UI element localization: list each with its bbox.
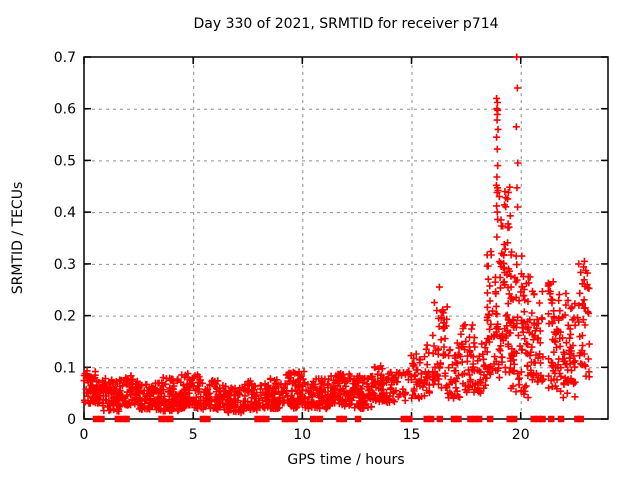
zero-marker-square xyxy=(114,415,122,423)
zero-marker-square xyxy=(310,415,317,423)
y-tick-label: 0 xyxy=(67,412,76,428)
y-tick-label: 0.1 xyxy=(54,360,76,376)
y-tick-label: 0.6 xyxy=(54,102,76,118)
zero-marker-square xyxy=(510,415,518,423)
zero-marker-square xyxy=(263,415,270,423)
zero-marker-square xyxy=(450,415,458,423)
zero-marker-square xyxy=(423,415,430,423)
zero-marker-square xyxy=(534,415,542,423)
y-tick-label: 0.3 xyxy=(54,257,76,273)
zero-marker-square xyxy=(471,415,479,423)
zero-marker-square xyxy=(455,415,462,423)
tick-marks xyxy=(83,56,608,420)
y-tick-label: 0.5 xyxy=(54,153,76,169)
zero-marker-square xyxy=(336,415,343,423)
zero-marker-square xyxy=(548,415,555,423)
zero-marker-square xyxy=(291,415,298,423)
zero-marker-square xyxy=(254,415,261,423)
zero-marker-square xyxy=(286,415,293,423)
zero-marker-square xyxy=(475,415,483,423)
zero-marker-square xyxy=(436,415,444,423)
zero-marker-square xyxy=(486,415,494,423)
x-tick-label: 5 xyxy=(189,427,198,443)
zero-marker-square xyxy=(557,415,565,423)
zero-marker-square xyxy=(427,415,435,423)
zero-marker-square xyxy=(574,415,581,423)
zero-line-markers xyxy=(92,415,584,423)
y-tick-label: 0.4 xyxy=(54,205,76,221)
y-tick-labels: 0 0.1 0.2 0.3 0.4 0.5 0.6 0.7 xyxy=(54,50,76,428)
zero-marker-square xyxy=(316,415,324,423)
plot-border xyxy=(83,56,609,420)
zero-marker-square xyxy=(123,415,130,423)
x-axis-label: GPS time / hours xyxy=(287,452,405,468)
zero-marker-square xyxy=(158,415,165,423)
zero-marker-square xyxy=(506,415,513,423)
chart-title: Day 330 of 2021, SRMTID for receiver p71… xyxy=(193,16,499,32)
zero-marker-square xyxy=(167,415,174,423)
zero-marker-square xyxy=(530,415,537,423)
x-tick-label: 15 xyxy=(403,427,421,443)
zero-marker-square xyxy=(539,415,546,423)
x-tick-labels: 0 5 10 15 20 xyxy=(80,427,530,443)
x-tick-label: 20 xyxy=(512,427,530,443)
zero-marker-square xyxy=(162,415,170,423)
zero-marker-square xyxy=(400,415,408,423)
y-tick-label: 0.7 xyxy=(54,50,76,66)
scatter-points xyxy=(80,53,593,417)
x-tick-label: 10 xyxy=(293,427,311,443)
zero-marker-square xyxy=(258,415,266,423)
zero-marker-square xyxy=(340,415,348,423)
zero-marker-square xyxy=(577,415,584,423)
zero-marker-square xyxy=(98,415,105,423)
zero-marker-square xyxy=(199,415,207,423)
zero-marker-square xyxy=(204,415,211,423)
gridlines xyxy=(85,58,607,418)
zero-marker-square xyxy=(281,415,289,423)
x-tick-label: 0 xyxy=(80,427,89,443)
zero-marker-square xyxy=(406,415,413,423)
y-tick-label: 0.2 xyxy=(54,309,76,325)
zero-marker-square xyxy=(354,415,362,423)
zero-marker-square xyxy=(467,415,474,423)
zero-marker-square xyxy=(92,415,100,423)
